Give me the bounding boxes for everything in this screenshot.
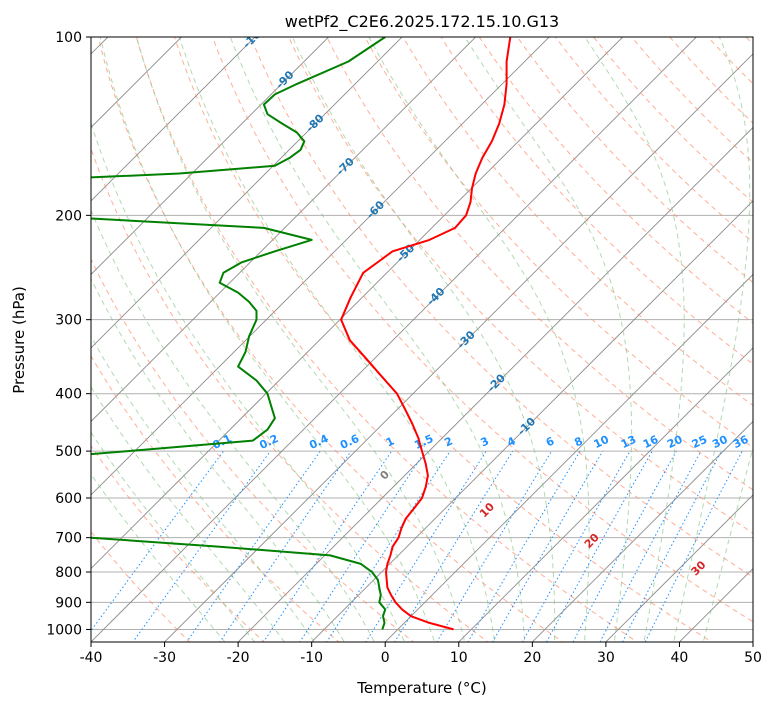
chart-title: wetPf2_C2E6.2025.172.15.10.G13 — [285, 12, 559, 32]
x-tick-label: -10 — [300, 650, 323, 666]
x-tick-label: -20 — [227, 650, 250, 666]
y-tick-label: 200 — [55, 208, 82, 224]
y-tick-label: 400 — [55, 387, 82, 403]
x-axis-label: Temperature (°C) — [356, 679, 486, 697]
x-tick-label: 40 — [671, 650, 689, 666]
y-tick-label: 800 — [55, 565, 82, 581]
y-tick-label: 900 — [55, 595, 82, 611]
x-tick-label: 20 — [523, 650, 541, 666]
x-tick-label: 10 — [450, 650, 468, 666]
y-tick-label: 600 — [55, 491, 82, 507]
y-tick-label: 700 — [55, 531, 82, 547]
x-tick-label: -40 — [80, 650, 103, 666]
x-tick-label: 50 — [744, 650, 762, 666]
x-tick-label: 0 — [381, 650, 390, 666]
y-tick-label: 500 — [55, 444, 82, 460]
y-axis-label: Pressure (hPa) — [10, 286, 28, 394]
y-tick-label: 1000 — [46, 622, 82, 638]
x-tick-label: -30 — [153, 650, 176, 666]
y-tick-label: 300 — [55, 313, 82, 329]
y-tick-label: 100 — [55, 30, 82, 46]
x-tick-label: 30 — [597, 650, 615, 666]
